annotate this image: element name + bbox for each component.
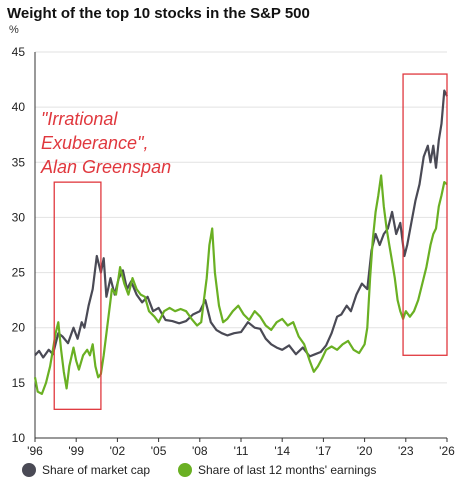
- x-tick-label: '02: [110, 444, 126, 458]
- x-tick-label: '99: [68, 444, 84, 458]
- x-tick-label: '11: [234, 444, 249, 458]
- y-axis-unit: %: [9, 24, 19, 36]
- annotation-text: Exuberance",: [41, 133, 148, 153]
- legend-item-earnings: Share of last 12 months' earnings: [178, 463, 376, 477]
- x-tick-label: '23: [398, 444, 414, 458]
- series-line-earnings: [33, 174, 448, 395]
- legend-swatch-market-cap: [22, 463, 36, 477]
- y-tick-label: 20: [12, 321, 26, 335]
- x-tick-label: '05: [151, 444, 167, 458]
- x-tick-label: '20: [357, 444, 373, 458]
- legend-item-market-cap: Share of market cap: [22, 463, 150, 477]
- series-line-market-cap: [34, 89, 448, 359]
- y-tick-label: 30: [12, 210, 26, 224]
- highlight-box: [402, 73, 448, 356]
- y-tick-label: 35: [12, 155, 26, 169]
- annotation-text: Alan Greenspan: [40, 157, 171, 177]
- y-tick-label: 40: [12, 100, 26, 114]
- highlight-box: [53, 181, 102, 410]
- x-tick-label: '17: [316, 444, 332, 458]
- legend: Share of market cap Share of last 12 mon…: [0, 463, 462, 487]
- x-tick-label: '14: [274, 444, 290, 458]
- legend-label-earnings: Share of last 12 months' earnings: [198, 463, 377, 477]
- x-tick-label: '26: [439, 444, 455, 458]
- y-tick-label: 45: [12, 45, 26, 59]
- y-tick-label: 15: [12, 376, 26, 390]
- legend-label-market-cap: Share of market cap: [42, 463, 151, 477]
- chart-title: Weight of the top 10 stocks in the S&P 5…: [7, 5, 310, 22]
- x-tick-label: '08: [192, 444, 208, 458]
- y-tick-label: 10: [12, 431, 26, 445]
- legend-swatch-earnings: [178, 463, 192, 477]
- chart-canvas: 10 15 20 25 30 35 40 45 '96 '99 '02 '05 '08 '11 '14 '17…: [12, 45, 456, 458]
- x-tick-label: '96: [27, 444, 43, 458]
- annotation-text: "Irrational: [41, 109, 118, 129]
- y-tick-label: 25: [12, 266, 26, 280]
